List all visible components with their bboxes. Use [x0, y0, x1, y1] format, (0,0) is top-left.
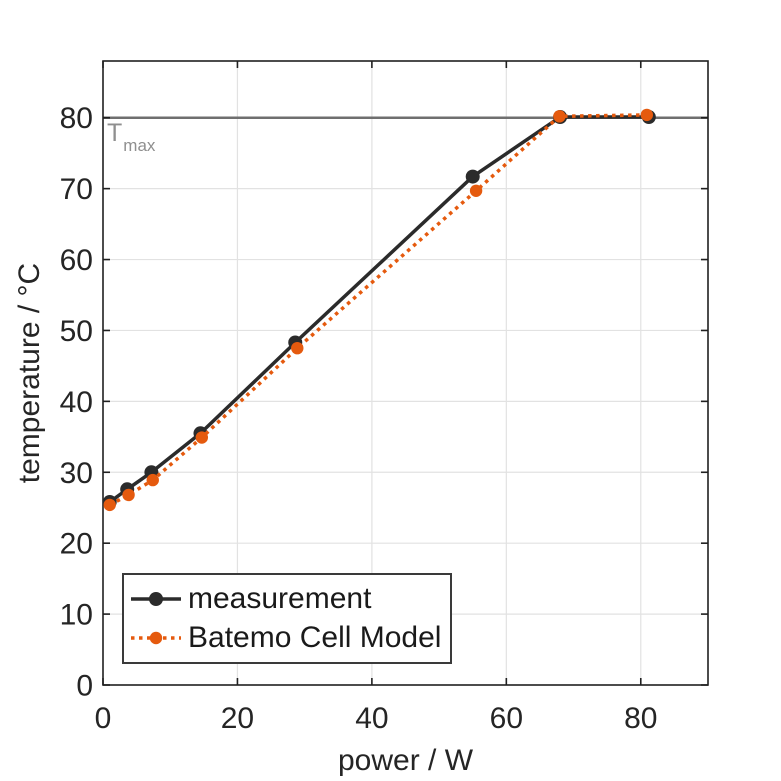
y-tick-label: 10	[60, 599, 93, 632]
data-point-marker	[291, 341, 304, 355]
legend: measurement Batemo Cell Model	[122, 573, 452, 664]
tick-marks	[102, 61, 708, 686]
y-tick-label: 20	[60, 528, 93, 561]
data-point-marker	[146, 473, 159, 487]
data-point-marker	[122, 488, 135, 502]
x-tick-label: 20	[221, 702, 254, 735]
legend-item-measurement: measurement	[130, 584, 450, 614]
legend-sample-marker	[149, 631, 163, 645]
measurement-line-sample	[131, 592, 181, 606]
data-point-marker	[640, 108, 654, 122]
x-tick-label: 60	[490, 702, 523, 735]
y-tick-label: 40	[60, 386, 93, 419]
legend-sample-marker	[149, 592, 163, 606]
data-point-marker	[469, 184, 483, 197]
x-tick-label: 40	[355, 702, 388, 735]
legend-label-model: Batemo Cell Model	[188, 621, 442, 654]
y-tick-label: 0	[76, 670, 93, 703]
tmax-annotation: Tmax	[107, 119, 155, 155]
tick-labels: 0 20 40 60 80 0 10 20 30 40 50 60 70 80	[60, 102, 658, 735]
y-tick-label: 80	[60, 102, 93, 135]
legend-label-measurement: measurement	[188, 582, 372, 615]
tmax-subscript: max	[123, 136, 156, 155]
axes-box	[102, 60, 709, 686]
series-line	[108, 115, 649, 504]
y-axis-title: temperature / °C	[13, 262, 46, 484]
x-tick-label: 80	[624, 702, 657, 735]
data-point-marker	[103, 498, 116, 512]
data-point-marker	[553, 110, 566, 123]
series-line	[108, 113, 647, 507]
measurement-series	[102, 110, 656, 510]
tmax-symbol: T	[107, 119, 123, 147]
model-line-sample	[131, 631, 181, 645]
data-point-marker	[195, 431, 209, 444]
y-tick-label: 60	[60, 244, 93, 277]
legend-item-model: Batemo Cell Model	[130, 623, 450, 653]
x-tick-label: 0	[95, 702, 112, 735]
data-point-marker	[465, 169, 480, 184]
y-tick-label: 30	[60, 457, 93, 490]
model-series	[103, 108, 654, 512]
y-tick-label: 50	[60, 315, 93, 348]
y-tick-label: 70	[60, 173, 93, 206]
x-axis-title: power / W	[337, 744, 474, 777]
